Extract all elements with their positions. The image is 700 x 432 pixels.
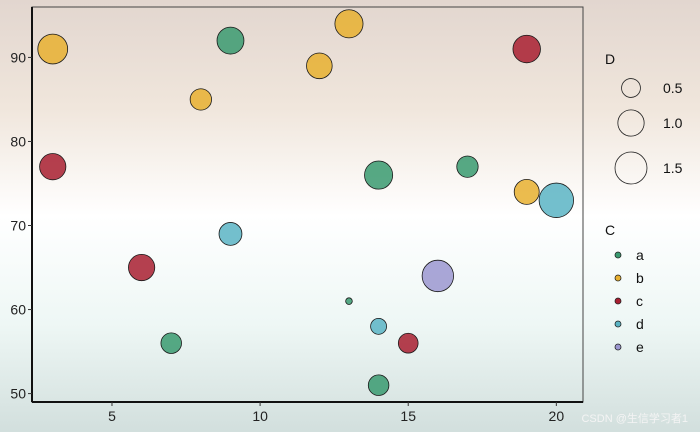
data-point-c xyxy=(39,153,67,181)
data-point-a xyxy=(367,374,390,396)
y-axis-ticks: 50 60 70 80 90 xyxy=(10,49,32,402)
color-legend-label: d xyxy=(636,316,644,332)
color-legend-key-d xyxy=(614,320,622,328)
size-legend: D 0.5 1.0 1.5 xyxy=(605,51,683,185)
y-tick-label: 90 xyxy=(10,49,26,65)
y-tick-label: 50 xyxy=(10,386,26,402)
data-point-a xyxy=(345,297,353,305)
watermark: CSDN @生信学习者1 xyxy=(581,413,688,425)
size-legend-key xyxy=(617,109,645,137)
x-tick-label: 5 xyxy=(108,408,116,424)
color-legend-key-e xyxy=(614,343,622,351)
size-legend-label: 1.0 xyxy=(663,115,683,131)
data-point-b xyxy=(189,88,212,111)
color-legend-label: b xyxy=(636,270,644,286)
size-legend-title: D xyxy=(605,51,615,67)
color-legend-title: C xyxy=(605,222,615,238)
data-point-a xyxy=(216,26,245,55)
x-tick-label: 20 xyxy=(549,408,565,424)
color-legend-label: a xyxy=(636,247,644,263)
data-point-d xyxy=(218,222,243,246)
data-point-d xyxy=(370,317,387,335)
color-legend-label: c xyxy=(636,293,643,309)
size-legend-key xyxy=(614,151,648,185)
data-point-a xyxy=(456,155,479,178)
x-tick-label: 10 xyxy=(252,408,268,424)
data-point-b xyxy=(37,33,69,65)
data-point-c xyxy=(512,34,541,64)
y-tick-label: 60 xyxy=(10,302,26,318)
y-tick-label: 70 xyxy=(10,218,26,234)
data-point-a xyxy=(364,160,394,190)
data-points xyxy=(37,9,574,396)
color-legend-key-a xyxy=(614,251,622,259)
size-legend-label: 0.5 xyxy=(663,80,683,96)
data-point-c xyxy=(397,332,419,354)
data-point-b xyxy=(306,52,333,80)
color-legend-key-b xyxy=(614,274,622,282)
size-legend-label: 1.5 xyxy=(663,160,683,176)
data-point-d xyxy=(538,182,574,218)
data-point-e xyxy=(421,259,454,293)
x-axis-ticks: 5 10 15 20 xyxy=(108,402,564,424)
data-point-b xyxy=(334,9,364,39)
y-tick-label: 80 xyxy=(10,133,26,149)
color-legend-key-c xyxy=(614,297,622,305)
data-point-c xyxy=(128,253,156,282)
color-legend-label: e xyxy=(636,339,644,355)
x-tick-label: 15 xyxy=(400,408,416,424)
data-point-b xyxy=(513,178,540,205)
size-legend-key xyxy=(621,78,641,98)
data-point-a xyxy=(160,332,182,354)
